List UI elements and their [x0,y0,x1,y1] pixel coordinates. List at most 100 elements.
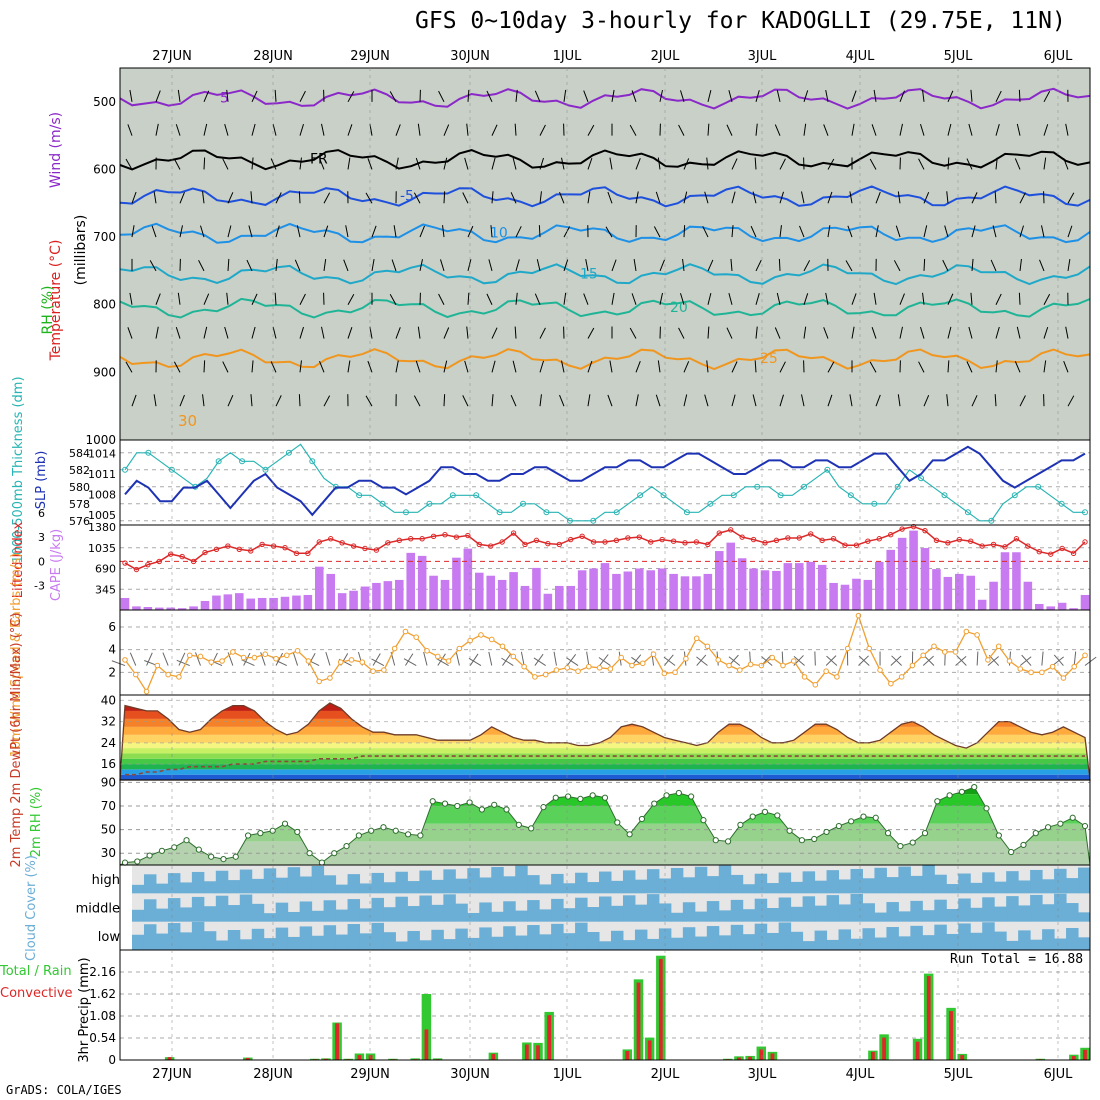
wind-barb [947,326,952,339]
wind-barb [131,225,135,238]
wind-barb [251,157,254,170]
wind-barb [347,124,353,136]
cloud-bar [551,873,564,894]
cape-bar [532,567,541,610]
rh-marker [614,819,621,826]
li-marker [305,550,311,557]
precip-conv-bar [926,976,931,1060]
wind-barb [995,157,998,170]
wind-barb [419,259,423,272]
wind-barb [296,225,301,238]
isotherm-label: 20 [670,300,688,316]
day-label-bottom: 29JUN [350,1067,390,1082]
wind-barb [587,360,593,373]
wind-barb [534,293,541,305]
wind-barb [512,157,517,170]
wind-barb [203,326,208,339]
cloud-bar [706,901,720,922]
precip-conv-bar [424,1029,429,1060]
cape-bar [657,568,667,610]
cape-li-panel [120,523,1090,610]
cloud-bar [179,882,193,894]
cloud-bar [467,912,480,922]
rh-marker [331,850,338,857]
wind-barb [415,360,421,373]
cloud-bar [323,925,337,950]
wind-barb [395,360,399,373]
li-marker [293,550,300,557]
li-marker [396,537,402,544]
wind-barb [1063,360,1069,373]
li-marker [453,534,460,540]
wind-barb [1016,326,1021,339]
wind-marker [920,652,927,659]
cloud-bar [407,881,420,894]
wind-barb [655,394,661,407]
li-tick: 3 [38,531,45,544]
rh-marker [577,795,584,802]
wind-barb [947,293,954,305]
li-marker [693,539,700,545]
wind-barb [323,192,331,204]
wind-barb [1065,123,1069,136]
cloud-bar [1018,880,1031,894]
cape-bar [406,552,415,610]
wind-barb [539,360,544,373]
thickness-marker [520,500,527,507]
wind-marker [348,657,355,663]
wind-barb [129,89,133,102]
wind-barb [899,123,903,136]
day-label-top: 29JUN [350,49,390,64]
cloud-bar [287,911,301,922]
cloud-bar [730,899,744,922]
wind-barb [275,652,284,666]
chart-title: GFS 0~10day 3-hourly for KADOGLLI (29.75… [415,8,1066,34]
cloud-bar [670,912,684,922]
wind-barb [631,293,637,305]
li-marker [350,543,357,549]
rh-marker [724,838,732,845]
cloud-bar [275,927,289,950]
thickness-tick: 582 [69,464,90,477]
wind-marker [564,665,571,671]
rh-marker [737,821,744,828]
rh-marker [651,800,658,807]
wind-barb [365,192,373,204]
cape-bar [977,599,987,610]
cloud-bar [587,931,600,950]
wind-barb [707,326,710,339]
wind-barb [755,293,760,305]
wind-barb [367,158,373,170]
thickness-marker [847,492,854,499]
cloud-bar [443,894,456,922]
cloud-bar [179,907,193,922]
wind-barb [345,225,349,238]
isotherm-line [119,222,1091,244]
li-tick: 6 [38,507,45,520]
rh-marker [404,831,412,838]
li-marker [499,539,505,545]
thickness-marker [379,500,386,507]
cloud-bar [694,936,708,950]
day-label-top: 30JUN [450,49,490,64]
wind-barb [869,361,877,373]
wind-barb [274,89,277,102]
cloud-bar [215,940,229,950]
cloud-row-label: low [98,930,121,945]
li-marker [225,543,231,549]
wind-barb [726,124,733,136]
cloud-bar [263,868,277,894]
wind-barb [875,225,879,238]
precip-conv-bar [167,1057,172,1060]
cloud-bar [790,906,804,922]
cloud-bar [335,884,349,894]
cloud-bar [239,869,253,894]
li-marker [522,541,528,548]
precip-panel [120,955,1090,1061]
cape-bar [749,568,758,610]
wind-marker [132,671,139,678]
wind-barb [490,225,493,238]
li-marker [156,558,162,565]
wind-barb [539,157,544,170]
pressure-tick: 900 [93,365,116,379]
